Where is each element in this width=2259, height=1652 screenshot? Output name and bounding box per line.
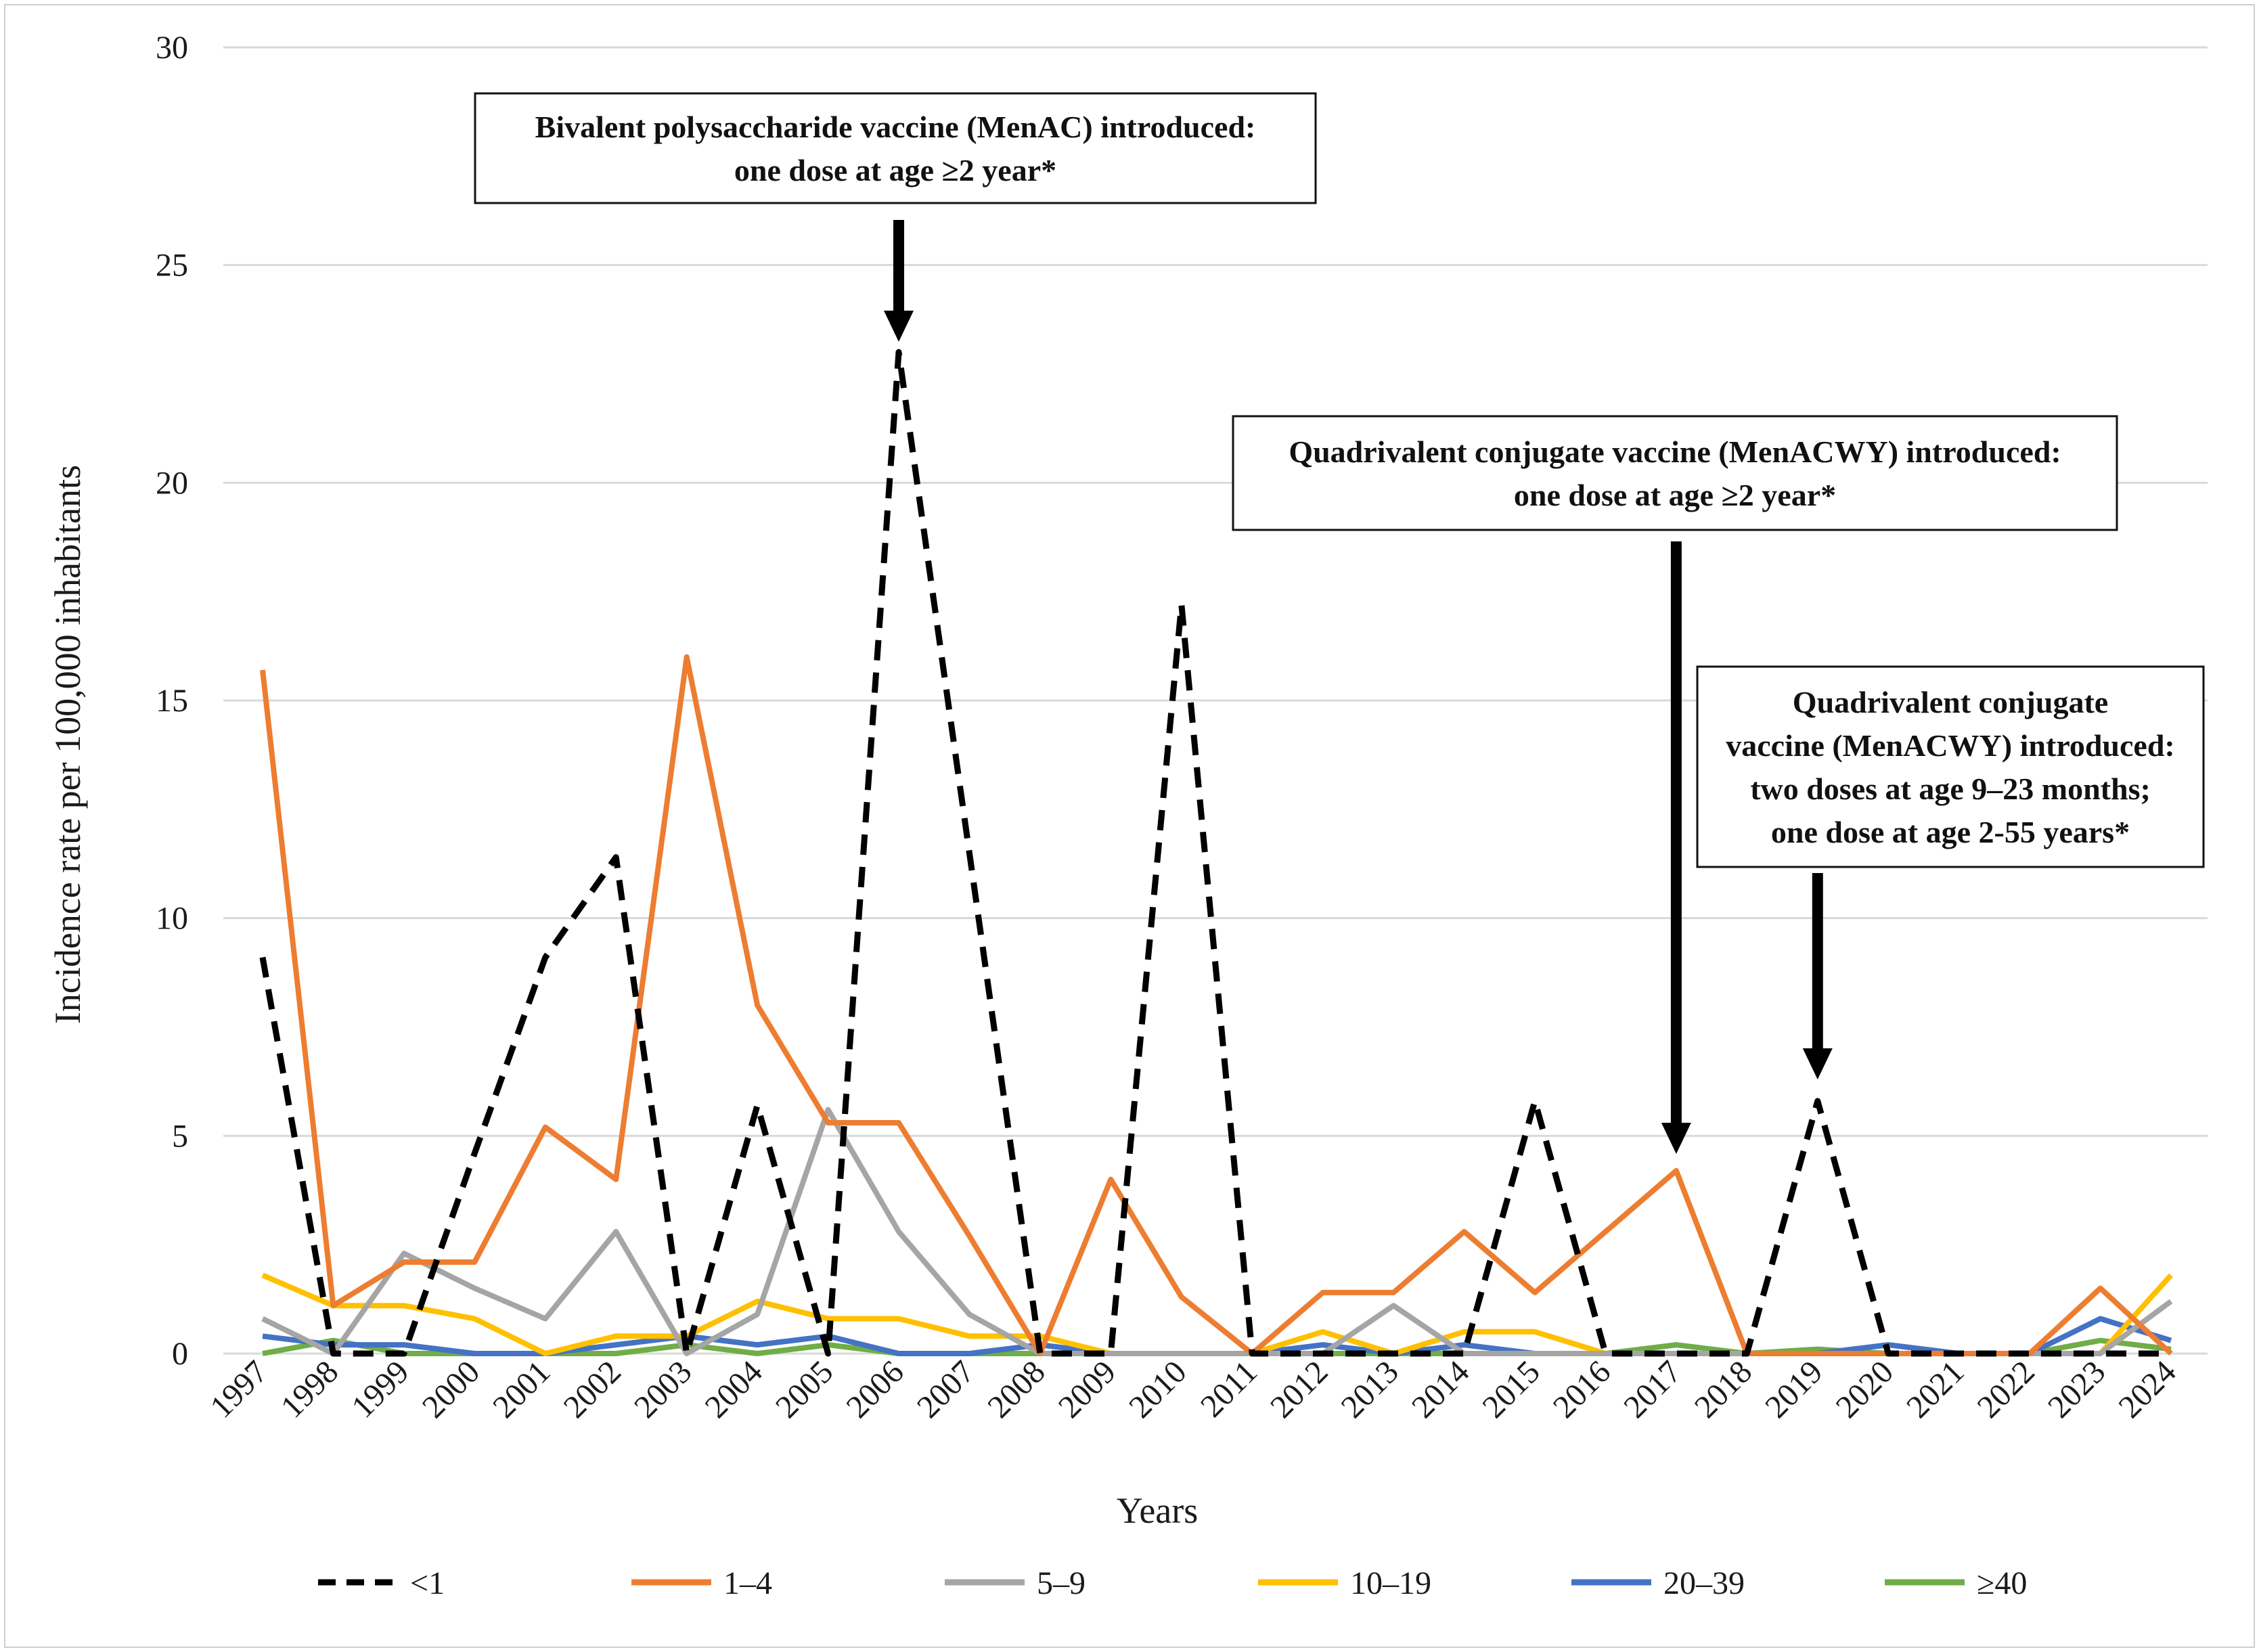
x-axis-title: Years <box>1117 1490 1199 1531</box>
annotation-box <box>474 92 1317 204</box>
x-tick-label: 1999 <box>344 1354 416 1425</box>
x-tick-label: 2016 <box>1546 1354 1617 1425</box>
annotation-text: one dose at age ≥2 year* <box>734 153 1056 187</box>
annotation-text: Bivalent polysaccharide vaccine (MenAC) … <box>535 110 1256 144</box>
annotation-arrow-head <box>1661 1123 1691 1154</box>
legend-label: ≥40 <box>1977 1565 2027 1601</box>
legend-label: 5–9 <box>1037 1565 1086 1601</box>
annotation-text: Quadrivalent conjugate <box>1793 685 2108 719</box>
x-tick-label: 2020 <box>1829 1354 1900 1425</box>
x-tick-label: 2008 <box>981 1354 1052 1425</box>
legend-item-1: 1–4 <box>631 1565 772 1601</box>
x-tick-label: 2003 <box>627 1354 698 1425</box>
annotation-1: Bivalent polysaccharide vaccine (MenAC) … <box>474 92 1317 342</box>
x-tick-label: 2022 <box>1971 1354 2042 1425</box>
annotation-text: vaccine (MenACWY) introduced: <box>1726 728 2175 763</box>
y-tick-label: 25 <box>156 248 188 284</box>
x-tick-label: 2002 <box>557 1354 628 1425</box>
y-tick-label: 5 <box>172 1118 188 1154</box>
x-tick-label: 2013 <box>1335 1354 1406 1425</box>
x-tick-label: 2019 <box>1758 1354 1829 1425</box>
x-tick-label: 2004 <box>698 1354 769 1425</box>
annotation-3: Quadrivalent conjugate vaccine (MenACWY) … <box>1696 665 2205 1079</box>
annotation-text: Quadrivalent conjugate vaccine (MenACWY)… <box>1289 434 2061 469</box>
annotation-arrow-head <box>884 311 914 342</box>
legend-label: 1–4 <box>723 1565 772 1601</box>
x-tick-label: 2018 <box>1688 1354 1759 1425</box>
x-tick-label: 2021 <box>1900 1354 1971 1425</box>
x-tick-label: 2014 <box>1405 1354 1476 1425</box>
annotation-2: Quadrivalent conjugate vaccine (MenACWY)… <box>1232 415 2118 1154</box>
series-line-2 <box>261 1107 2173 1356</box>
x-tick-label: 2017 <box>1617 1354 1688 1425</box>
x-tick-label: 2001 <box>486 1354 557 1425</box>
series-line-0 <box>259 349 2171 1357</box>
y-tick-label: 15 <box>156 683 188 719</box>
x-tick-label: 2015 <box>1475 1354 1546 1425</box>
chart-border <box>4 4 2255 1648</box>
x-tick-label: 2010 <box>1122 1354 1193 1425</box>
annotation-text: one dose at age 2-55 years* <box>1771 815 2130 849</box>
legend-item-0: <1 <box>318 1565 445 1601</box>
annotation-text: one dose at age ≥2 year* <box>1514 478 1836 512</box>
y-tick-label: 10 <box>156 901 188 937</box>
x-tick-label: 2006 <box>839 1354 910 1425</box>
series-line-1 <box>260 654 2173 1356</box>
legend-label: <1 <box>410 1565 445 1601</box>
x-tick-label: 2000 <box>416 1354 487 1425</box>
annotation-box <box>1232 415 2118 531</box>
legend-item-5: ≥40 <box>1885 1565 2027 1601</box>
x-tick-label: 2024 <box>2111 1354 2183 1425</box>
x-tick-label: 2012 <box>1263 1354 1335 1425</box>
legend-label: 20–39 <box>1663 1565 1745 1601</box>
x-tick-label: 1998 <box>274 1354 345 1425</box>
x-tick-label: 1997 <box>203 1354 274 1425</box>
legend-item-4: 20–39 <box>1571 1565 1745 1601</box>
y-tick-label: 30 <box>156 30 188 66</box>
legend-item-3: 10–19 <box>1258 1565 1431 1601</box>
annotation-text: two doses at age 9–23 months; <box>1750 772 2151 806</box>
annotation-box <box>1696 665 2205 868</box>
x-tick-label: 2023 <box>2041 1354 2112 1425</box>
x-tick-label: 2005 <box>769 1354 840 1425</box>
x-tick-label: 2011 <box>1194 1354 1264 1424</box>
y-tick-label: 20 <box>156 465 188 501</box>
legend-item-2: 5–9 <box>945 1565 1086 1601</box>
x-tick-label: 2007 <box>910 1354 981 1425</box>
y-axis-title: Incidence rate per 100,000 inhabitants <box>47 465 88 1024</box>
x-tick-label: 2009 <box>1052 1354 1123 1425</box>
annotation-arrow-head <box>1802 1048 1833 1079</box>
y-tick-label: 0 <box>172 1336 188 1372</box>
legend-label: 10–19 <box>1350 1565 1431 1601</box>
